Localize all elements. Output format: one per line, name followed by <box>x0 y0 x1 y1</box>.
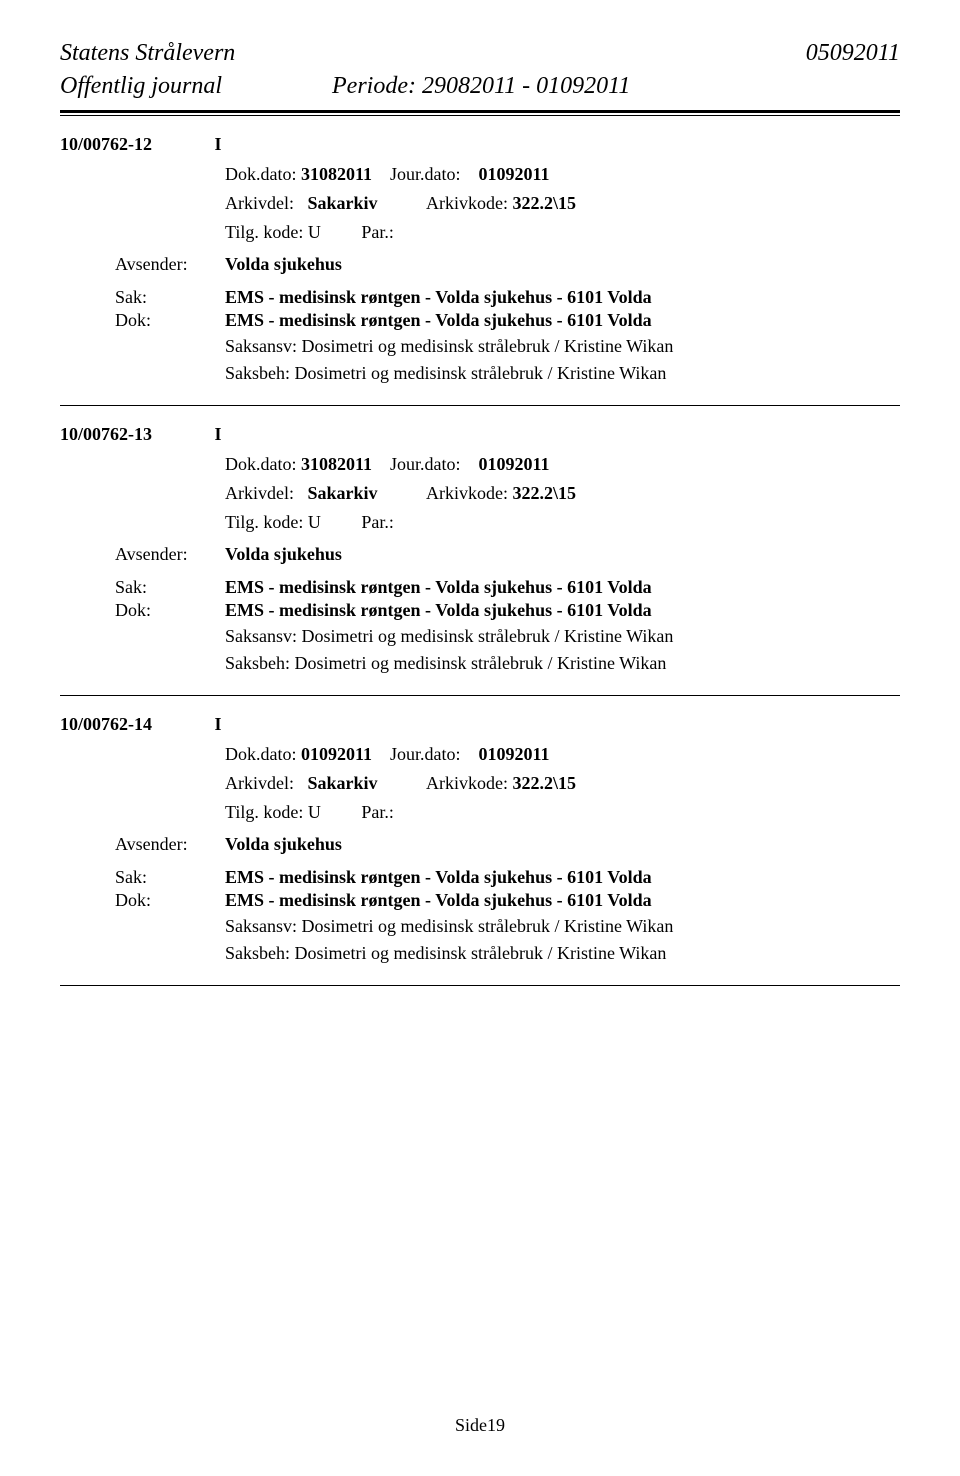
tilg-label: Tilg. kode: U <box>225 222 321 242</box>
entry-type: I <box>215 714 222 734</box>
entry-separator <box>60 405 900 406</box>
arkivdel-label: Arkivdel: <box>225 773 294 793</box>
arkivdel: Sakarkiv <box>308 773 378 793</box>
sak-row: Sak: EMS - medisinsk røntgen - Volda sju… <box>60 577 900 598</box>
arkivkode: 322.2\15 <box>513 193 577 213</box>
entry-type: I <box>215 134 222 154</box>
entry-tilg-row: Tilg. kode: U Par.: <box>225 799 900 826</box>
avsender-label: Avsender: <box>115 544 225 565</box>
journal-entry: 10/00762-12 I Dok.dato: 31082011 Jour.da… <box>60 134 900 387</box>
spacer <box>60 567 900 577</box>
arkivdel: Sakarkiv <box>308 193 378 213</box>
journal-label: Offentlig journal <box>60 73 222 100</box>
tilg-label: Tilg. kode: U <box>225 802 321 822</box>
tilg-label: Tilg. kode: U <box>225 512 321 532</box>
avsender-row: Avsender: Volda sjukehus <box>60 834 900 855</box>
avsender-value: Volda sjukehus <box>225 254 900 275</box>
spacer <box>60 277 900 287</box>
sak-value: EMS - medisinsk røntgen - Volda sjukehus… <box>225 867 900 888</box>
dok-row: Dok: EMS - medisinsk røntgen - Volda sju… <box>60 890 900 911</box>
entry-arkiv-row: Arkivdel: Sakarkiv Arkivkode: 322.2\15 <box>225 770 900 797</box>
journal-entry: 10/00762-14 I Dok.dato: 01092011 Jour.da… <box>60 714 900 967</box>
period-label: Periode: 29082011 - 01092011 <box>332 73 900 100</box>
entry-dates: Dok.dato: 31082011 Jour.dato: 01092011 <box>225 161 900 188</box>
dok-label: Dok: <box>115 890 225 911</box>
entry-type: I <box>215 424 222 444</box>
saksansv: Saksansv: Dosimetri og medisinsk stråleb… <box>225 623 900 650</box>
arkivkode-label: Arkivkode: <box>426 483 508 503</box>
avsender-value: Volda sjukehus <box>225 834 900 855</box>
journal-entry: 10/00762-13 I Dok.dato: 31082011 Jour.da… <box>60 424 900 677</box>
dok-value: EMS - medisinsk røntgen - Volda sjukehus… <box>225 600 900 621</box>
jour-dato-label: Jour.dato: <box>390 164 461 184</box>
avsender-label: Avsender: <box>115 834 225 855</box>
sak-value: EMS - medisinsk røntgen - Volda sjukehus… <box>225 287 900 308</box>
avsender-row: Avsender: Volda sjukehus <box>60 254 900 275</box>
date-code: 05092011 <box>806 40 900 67</box>
sak-label: Sak: <box>115 577 225 598</box>
jour-dato: 01092011 <box>479 454 550 474</box>
saksansv: Saksansv: Dosimetri og medisinsk stråleb… <box>225 333 900 360</box>
org-name: Statens Strålevern <box>60 40 235 67</box>
dok-dato: 31082011 <box>301 164 372 184</box>
dok-row: Dok: EMS - medisinsk røntgen - Volda sju… <box>60 600 900 621</box>
entry-header: 10/00762-12 I <box>60 134 900 155</box>
avsender-label: Avsender: <box>115 254 225 275</box>
dok-value: EMS - medisinsk røntgen - Volda sjukehus… <box>225 890 900 911</box>
saksbeh: Saksbeh: Dosimetri og medisinsk strålebr… <box>225 940 900 967</box>
document-header: Statens Strålevern 05092011 Offentlig jo… <box>60 40 900 100</box>
header-row-1: Statens Strålevern 05092011 <box>60 40 900 67</box>
entry-ref: 10/00762-14 <box>60 714 200 735</box>
arkivkode-label: Arkivkode: <box>426 193 508 213</box>
jour-dato: 01092011 <box>479 744 550 764</box>
dok-dato: 31082011 <box>301 454 372 474</box>
entry-dates: Dok.dato: 01092011 Jour.dato: 01092011 <box>225 741 900 768</box>
dok-label: Dok: <box>115 310 225 331</box>
entry-tilg-row: Tilg. kode: U Par.: <box>225 219 900 246</box>
arkivkode: 322.2\15 <box>513 773 577 793</box>
par-label: Par.: <box>361 512 394 532</box>
arkivdel-label: Arkivdel: <box>225 193 294 213</box>
dok-row: Dok: EMS - medisinsk røntgen - Volda sju… <box>60 310 900 331</box>
arkivkode-label: Arkivkode: <box>426 773 508 793</box>
dok-dato-label: Dok.dato: <box>225 164 297 184</box>
entry-dates: Dok.dato: 31082011 Jour.dato: 01092011 <box>225 451 900 478</box>
dok-dato-label: Dok.dato: <box>225 744 297 764</box>
par-label: Par.: <box>361 802 394 822</box>
entry-separator <box>60 695 900 696</box>
entry-arkiv-row: Arkivdel: Sakarkiv Arkivkode: 322.2\15 <box>225 480 900 507</box>
jour-dato: 01092011 <box>479 164 550 184</box>
entry-ref: 10/00762-13 <box>60 424 200 445</box>
entry-ref: 10/00762-12 <box>60 134 200 155</box>
jour-dato-label: Jour.dato: <box>390 454 461 474</box>
header-row-2: Offentlig journal Periode: 29082011 - 01… <box>60 73 900 100</box>
sak-row: Sak: EMS - medisinsk røntgen - Volda sju… <box>60 287 900 308</box>
par-label: Par.: <box>361 222 394 242</box>
entry-arkiv-row: Arkivdel: Sakarkiv Arkivkode: 322.2\15 <box>225 190 900 217</box>
avsender-value: Volda sjukehus <box>225 544 900 565</box>
dok-dato: 01092011 <box>301 744 372 764</box>
page-number: Side19 <box>455 1415 505 1436</box>
double-rule <box>60 110 900 116</box>
dok-label: Dok: <box>115 600 225 621</box>
saksbeh: Saksbeh: Dosimetri og medisinsk strålebr… <box>225 360 900 387</box>
avsender-row: Avsender: Volda sjukehus <box>60 544 900 565</box>
sak-label: Sak: <box>115 287 225 308</box>
spacer <box>60 857 900 867</box>
saksbeh: Saksbeh: Dosimetri og medisinsk strålebr… <box>225 650 900 677</box>
jour-dato-label: Jour.dato: <box>390 744 461 764</box>
sak-row: Sak: EMS - medisinsk røntgen - Volda sju… <box>60 867 900 888</box>
sak-value: EMS - medisinsk røntgen - Volda sjukehus… <box>225 577 900 598</box>
dok-value: EMS - medisinsk røntgen - Volda sjukehus… <box>225 310 900 331</box>
entry-tilg-row: Tilg. kode: U Par.: <box>225 509 900 536</box>
arkivdel: Sakarkiv <box>308 483 378 503</box>
entry-header: 10/00762-13 I <box>60 424 900 445</box>
saksansv: Saksansv: Dosimetri og medisinsk stråleb… <box>225 913 900 940</box>
entry-separator <box>60 985 900 986</box>
sak-label: Sak: <box>115 867 225 888</box>
arkivkode: 322.2\15 <box>513 483 577 503</box>
dok-dato-label: Dok.dato: <box>225 454 297 474</box>
arkivdel-label: Arkivdel: <box>225 483 294 503</box>
entry-header: 10/00762-14 I <box>60 714 900 735</box>
